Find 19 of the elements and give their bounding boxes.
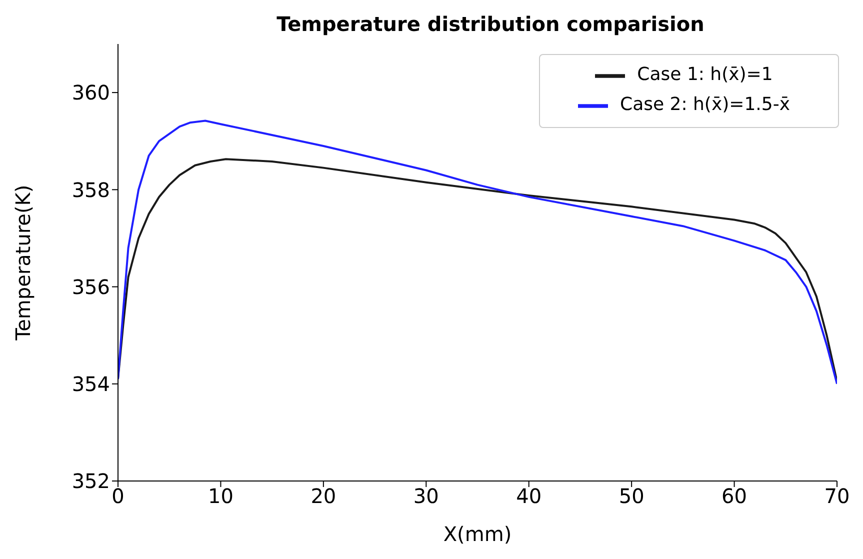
x-tick-label: 10 — [208, 484, 234, 508]
x-tick-label: 40 — [516, 484, 542, 508]
legend-label: Case 2: h(x̄)=1.5-x̄ — [620, 94, 790, 116]
y-tick-label: 360 — [72, 80, 110, 105]
x-tick-label: 70 — [824, 484, 850, 508]
y-tick-label: 352 — [72, 469, 110, 494]
x-tick-label: 30 — [413, 484, 439, 508]
y-tick-label: 358 — [72, 178, 110, 202]
chart-title: Temperature distribution comparision — [276, 12, 706, 36]
y-tick-label: 354 — [72, 372, 110, 396]
y-axis-title: Temperature(K) — [11, 184, 36, 342]
legend-label: Case 1: h(x̄)=1 — [637, 64, 773, 86]
x-tick-label: 50 — [618, 484, 644, 508]
line-series — [118, 120, 837, 385]
y-tick-label: 356 — [72, 274, 110, 299]
x-tick-label: 60 — [722, 484, 748, 508]
x-tick-label: 0 — [112, 484, 124, 508]
x-axis-title: X(mm) — [443, 522, 512, 546]
x-tick-label: 20 — [310, 484, 336, 508]
